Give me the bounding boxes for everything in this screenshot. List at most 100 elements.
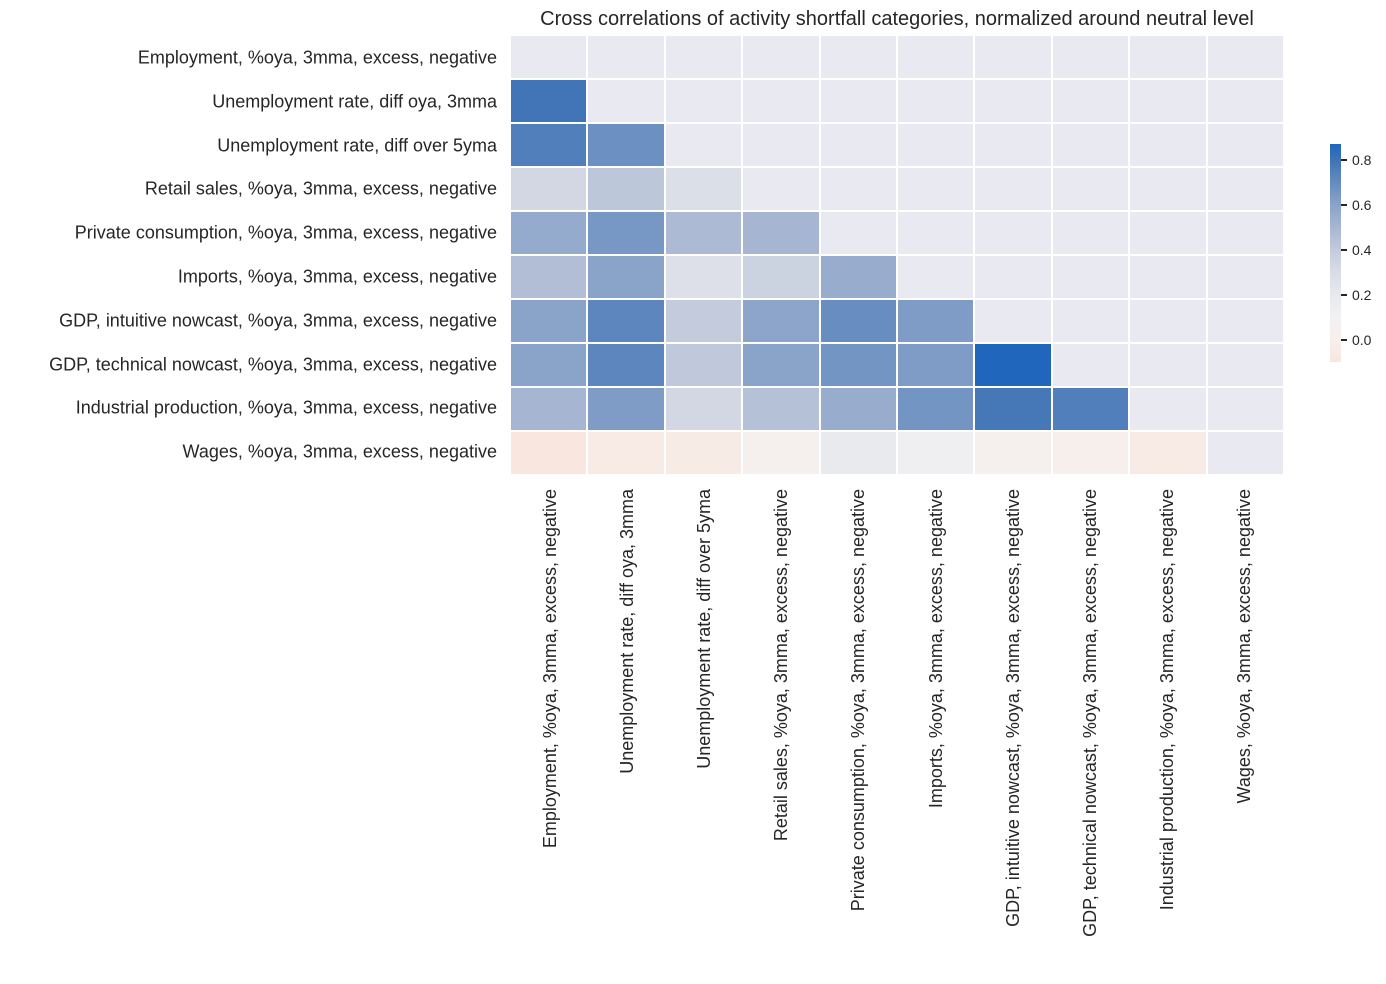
y-tick-label: Industrial production, %oya, 3mma, exces… [75,397,497,418]
heatmap-cell-masked [1052,300,1129,342]
heatmap-cell-masked [1130,388,1206,430]
heatmap-cell [820,256,896,298]
heatmap-cell-masked [1207,80,1283,122]
heatmap-cell-masked [1207,36,1283,78]
heatmap-cell [820,388,896,430]
heatmap-cell [511,300,587,342]
x-tick-label: Imports, %oya, 3mma, excess, negative [925,489,946,809]
heatmap-cell-masked [588,36,664,78]
heatmap-cell-masked [1207,344,1283,386]
heatmap-cell [588,388,664,430]
heatmap-cell-masked [820,168,896,210]
heatmap-cell [511,212,587,254]
heatmap-cell-masked [898,212,974,254]
heatmap-cell [665,432,742,474]
y-tick-label: Employment, %oya, 3mma, excess, negative [137,47,497,68]
heatmap-cell [511,432,587,474]
colorbar-tick-mark [1341,338,1347,341]
heatmap-cell-masked [820,36,896,78]
colorbar-gradient [1330,144,1341,362]
x-tick-label: GDP, technical nowcast, %oya, 3mma, exce… [1080,489,1100,937]
colorbar-tick-label: 0.6 [1352,196,1372,213]
y-tick-label: GDP, intuitive nowcast, %oya, 3mma, exce… [59,310,497,331]
x-tick-label: GDP, intuitive nowcast, %oya, 3mma, exce… [1002,489,1023,927]
heatmap-cell [898,432,974,474]
y-tick-label: Retail sales, %oya, 3mma, excess, negati… [144,178,497,199]
heatmap-cell [511,80,587,122]
heatmap-cell-masked [665,80,742,122]
x-tick-label: Unemployment rate, diff oya, 3mma [616,489,637,774]
y-tick-label: Unemployment rate, diff over 5yma [217,135,497,155]
heatmap-cell-masked [1207,124,1283,166]
heatmap-cell [665,212,742,254]
x-tick-label: Retail sales, %oya, 3mma, excess, negati… [771,489,792,842]
heatmap-cell-masked [820,80,896,122]
heatmap-cell-masked [743,80,819,122]
heatmap-cell-masked [975,256,1051,298]
x-tick-label: Employment, %oya, 3mma, excess, negative [539,489,560,849]
y-tick-label: Wages, %oya, 3mma, excess, negative [182,441,497,462]
x-tick-label: Unemployment rate, diff over 5yma [694,489,714,769]
heatmap-cell-masked [1052,344,1129,386]
heatmap-cell-masked [975,212,1051,254]
heatmap-cell-masked [588,80,664,122]
heatmap-cell-masked [975,124,1051,166]
heatmap-cell [511,256,587,298]
heatmap-cell [975,344,1051,386]
colorbar-tick-label: 0.4 [1352,241,1372,258]
colorbar-tick-label: 0.0 [1352,331,1372,348]
heatmap-cell [511,168,587,210]
heatmap-cell [1052,432,1129,474]
y-tick-label: Unemployment rate, diff oya, 3mma [212,91,497,112]
heatmap-cell [743,432,819,474]
heatmap-cell-masked [898,168,974,210]
heatmap-cell [898,388,974,430]
heatmap-cell [743,256,819,298]
heatmap-cell [665,256,742,298]
heatmap-cell [975,388,1051,430]
heatmap-cell [665,344,742,386]
heatmap-cell [975,432,1051,474]
heatmap-cell [743,212,819,254]
heatmap-cell [588,256,664,298]
heatmap-cell-masked [1207,256,1283,298]
heatmap-cell-masked [975,168,1051,210]
heatmap-cell [588,344,664,386]
colorbar-tick-label: 0.2 [1352,286,1372,303]
heatmap-cell [743,344,819,386]
heatmap-cell-masked [743,168,819,210]
heatmap-cell-masked [743,124,819,166]
x-tick-label: Wages, %oya, 3mma, excess, negative [1234,489,1255,804]
heatmap-cell [820,300,896,342]
heatmap-cell [511,124,587,166]
heatmap-cell-masked [1052,212,1129,254]
heatmap-cell-masked [743,36,819,78]
heatmap-cell-masked [1130,344,1206,386]
heatmap-cell-masked [1052,80,1129,122]
y-tick-label: Private consumption, %oya, 3mma, excess,… [74,222,497,243]
y-tick-label: Imports, %oya, 3mma, excess, negative [177,266,497,287]
heatmap-cell-masked [1130,124,1206,166]
heatmap-cell [511,388,587,430]
heatmap-cell-masked [1130,168,1206,210]
colorbar-tick-mark [1341,248,1347,251]
heatmap-cell [1052,388,1129,430]
heatmap-cell [820,344,896,386]
heatmap-cell [588,124,664,166]
colorbar-tick-mark [1341,293,1347,296]
chart-title: Cross correlations of activity shortfall… [540,8,1254,30]
heatmap-cell [743,388,819,430]
x-tick-label: Industrial production, %oya, 3mma, exces… [1157,489,1178,911]
heatmap-cell [511,344,587,386]
heatmap-cell-masked [1130,80,1206,122]
heatmap-cell [588,432,664,474]
heatmap-cell-masked [975,36,1051,78]
heatmap-cell-masked [665,36,742,78]
heatmap-cell [665,168,742,210]
heatmap-cell-masked [1207,300,1283,342]
heatmap-cell-masked [975,300,1051,342]
heatmap-cell-masked [665,124,742,166]
colorbar-tick-label: 0.8 [1352,151,1372,168]
heatmap-cell-masked [1052,124,1129,166]
heatmap-cell-masked [1207,212,1283,254]
